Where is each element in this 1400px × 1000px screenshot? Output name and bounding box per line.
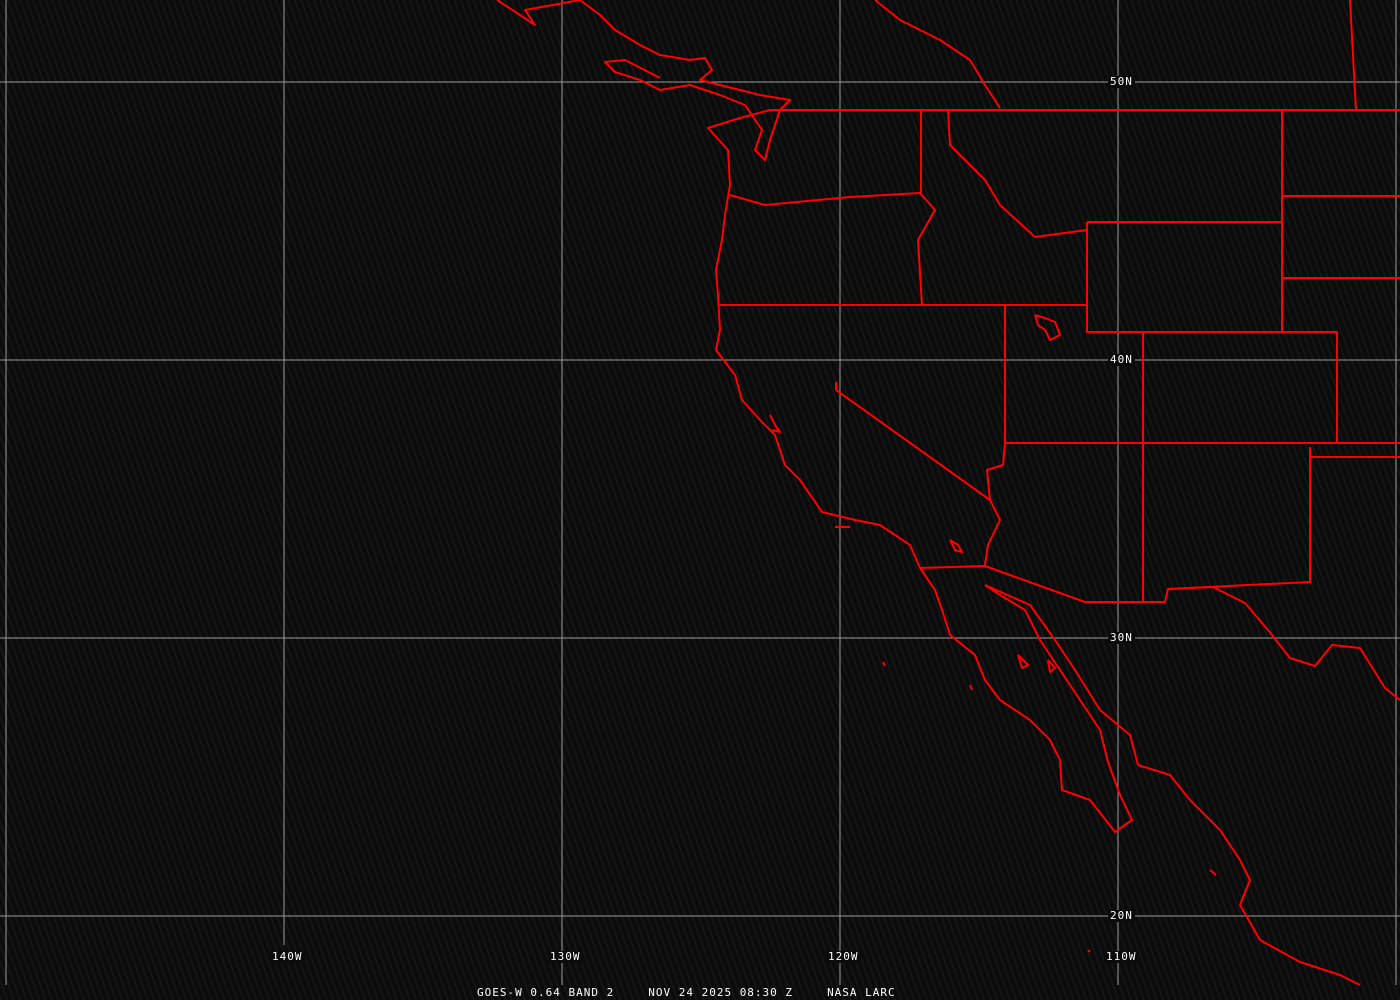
isla-cedros (969, 684, 973, 691)
border-wyoming (1086, 221, 1283, 333)
lon-label-130w: 130W (548, 950, 583, 963)
border-canada-alberta (874, 0, 1001, 109)
sf-bay (769, 414, 781, 433)
caption-source: NASA LARC (827, 986, 896, 999)
caption-datetime: NOV 24 2025 08:30 Z (648, 986, 794, 999)
caption-product: GOES-W 0.64 BAND 2 (477, 986, 615, 999)
political-boundaries (496, 0, 1400, 986)
small-island (1087, 949, 1091, 953)
border-nm-tx (1167, 447, 1311, 590)
salton-sea (949, 539, 963, 553)
border-us-mexico (919, 565, 1400, 701)
lat-label-20n: 20N (1108, 909, 1135, 922)
border-id-mt (947, 109, 1088, 238)
border-ca-az (984, 499, 1001, 566)
image-caption: GOES-W 0.64 BAND 2 NOV 24 2025 08:30 Z NAS… (477, 986, 930, 999)
coastline-pacific (707, 109, 1133, 833)
border-ca-nv (835, 382, 1006, 501)
coastline-vancouver-island (496, 0, 791, 161)
lat-label-50n: 50N (1108, 75, 1135, 88)
tiburon-island (1047, 659, 1056, 673)
lon-label-140w: 140W (270, 950, 305, 963)
border-canada-province (1349, 0, 1357, 111)
great-salt-lake (1034, 314, 1061, 341)
lon-label-120w: 120W (826, 950, 861, 963)
border-wa-or (729, 192, 936, 306)
guadalupe-island (882, 661, 886, 667)
marias-islands (1209, 869, 1217, 876)
gulf-islands (1017, 654, 1029, 669)
lat-label-30n: 30N (1108, 631, 1135, 644)
border-colorado (1143, 331, 1338, 443)
lat-label-40n: 40N (1108, 353, 1135, 366)
lon-label-110w: 110W (1104, 950, 1139, 963)
coastline-mainland-mexico (984, 584, 1361, 986)
